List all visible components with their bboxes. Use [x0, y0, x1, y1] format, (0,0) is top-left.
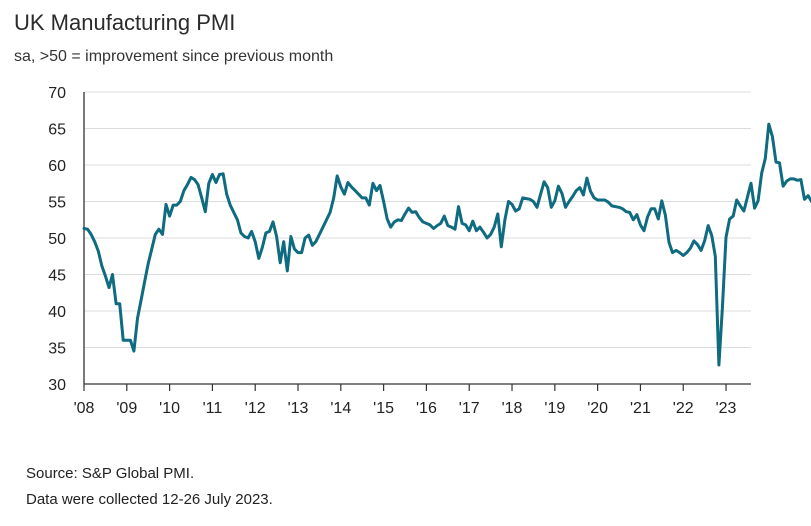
x-tick-label: '17: [459, 400, 480, 417]
x-tick-label: '18: [502, 400, 523, 417]
chart-source: Source: S&P Global PMI. Data were collec…: [26, 461, 273, 513]
chart-subtitle: sa, >50 = improvement since previous mon…: [14, 48, 334, 65]
y-axis-ticks: 30 35 40 45 50 55 60 65 70: [48, 85, 66, 394]
y-tick-label: 70: [48, 85, 66, 102]
x-tick-label: '15: [373, 400, 394, 417]
y-tick-label: 65: [48, 122, 66, 139]
y-tick-label: 50: [48, 231, 66, 248]
x-tick-label: '11: [203, 400, 223, 417]
x-tick-label: '16: [416, 400, 437, 417]
source-line: Source: S&P Global PMI.: [26, 465, 195, 482]
x-axis-ticks: '08 '09 '10 '11 '12 '13 '14 '15 '16 '17 '18 '19 '20 '…: [74, 384, 737, 417]
x-tick-label: '21: [630, 400, 651, 417]
x-tick-label: '23: [716, 400, 737, 417]
gridlines: [84, 91, 751, 348]
x-tick-label: '10: [159, 400, 180, 417]
series-layer: [82, 122, 811, 367]
chart-title: UK Manufacturing PMI: [14, 10, 236, 35]
x-tick-label: '12: [245, 400, 266, 417]
x-tick-label: '13: [288, 400, 309, 417]
y-tick-label: 55: [48, 195, 66, 212]
x-tick-label: '14: [330, 400, 351, 417]
y-tick-label: 35: [48, 341, 66, 358]
x-tick-label: '08: [74, 400, 95, 417]
y-tick-label: 45: [48, 268, 66, 285]
y-tick-label: 40: [48, 304, 66, 321]
x-tick-label: '09: [116, 400, 137, 417]
data-collection-note: Data were collected 12-26 July 2023.: [26, 491, 273, 508]
series-line-uk-manufacturing-pmi: [82, 122, 811, 367]
x-tick-label: '22: [673, 400, 694, 417]
y-tick-label: 30: [48, 377, 66, 394]
x-tick-label: '19: [544, 400, 565, 417]
x-tick-label: '20: [587, 400, 608, 417]
y-tick-label: 60: [48, 158, 66, 175]
